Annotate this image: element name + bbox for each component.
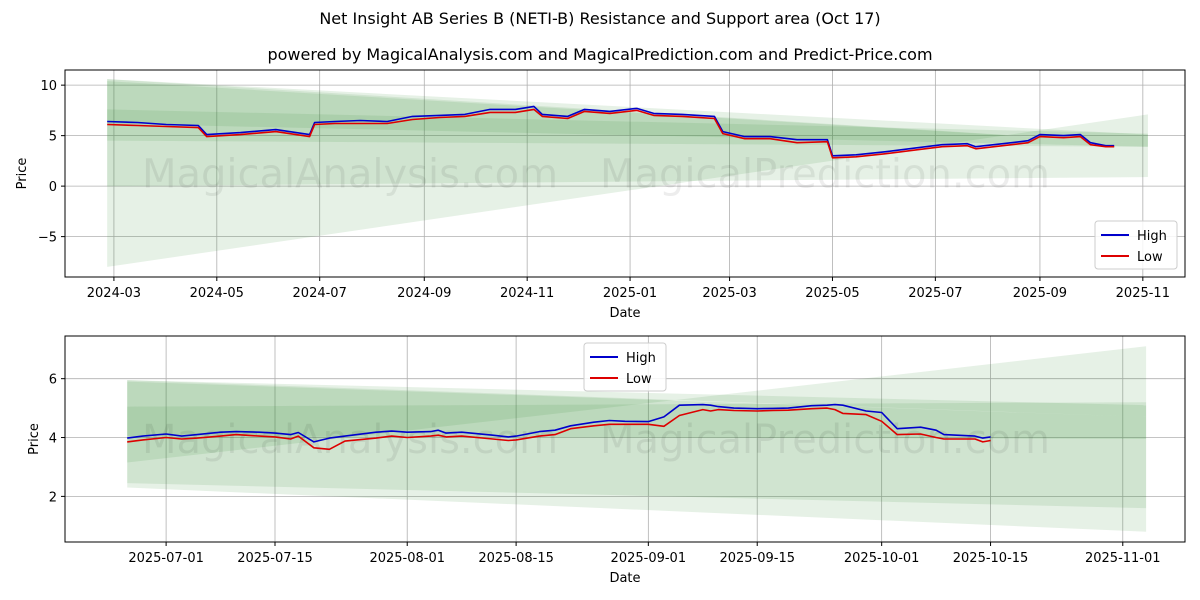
series-line-low: [107, 108, 1115, 159]
watermark-text: MagicalPrediction.com: [600, 417, 1050, 463]
x-tick-label: 2025-07-15: [237, 551, 313, 566]
resistance-support-band: [127, 380, 1147, 532]
x-axis-label: Date: [609, 306, 640, 321]
x-tick-label: 2025-03: [702, 286, 756, 301]
x-tick-label: 2025-08-01: [369, 551, 445, 566]
resistance-support-band: [107, 81, 1148, 147]
x-tick-label: 2025-11: [1116, 286, 1170, 301]
legend-label-low: Low: [1137, 250, 1163, 265]
x-tick-label: 2025-09-01: [611, 551, 687, 566]
x-tick-label: 2024-07: [293, 286, 347, 301]
plot-frame: [64, 69, 1186, 278]
chart-panel-recent: MagicalAnalysis.com MagicalPrediction.com…: [27, 335, 1186, 586]
x-tick-label: 2025-05: [805, 286, 859, 301]
chart-panel-full-history: MagicalAnalysis.com MagicalPrediction.com…: [15, 69, 1186, 321]
x-tick-label: 2025-09-15: [719, 551, 795, 566]
y-axis-label: Price: [27, 423, 42, 455]
x-tick-label: 2025-10-15: [953, 551, 1029, 566]
x-tick-label: 2025-01: [603, 286, 657, 301]
x-tick-label: 2024-09: [397, 286, 451, 301]
y-tick-label: −5: [38, 231, 57, 246]
resistance-support-band: [107, 79, 1148, 267]
x-tick-label: 2024-11: [500, 286, 554, 301]
legend: High Low: [1094, 220, 1178, 270]
resistance-support-band: [107, 79, 1148, 187]
x-axis-label: Date: [609, 571, 640, 586]
y-tick-label: 0: [49, 180, 57, 195]
chart-subtitle: powered by MagicalAnalysis.com and Magic…: [267, 45, 933, 64]
y-tick-label: 6: [49, 373, 57, 388]
series-line-low: [127, 407, 991, 451]
resistance-support-band: [127, 346, 1147, 463]
x-tick-label: 2025-11-01: [1085, 551, 1161, 566]
legend-label-low: Low: [626, 372, 652, 387]
y-tick-label: 10: [40, 79, 57, 94]
y-tick-label: 5: [49, 130, 57, 145]
series-line-high: [127, 403, 991, 443]
x-tick-label: 2025-08-15: [478, 551, 554, 566]
resistance-support-band: [127, 381, 1147, 509]
watermark-text: MagicalPrediction.com: [600, 152, 1050, 198]
x-tick-label: 2025-07-01: [128, 551, 204, 566]
x-tick-label: 2024-03: [87, 286, 141, 301]
plot-frame: [64, 335, 1186, 543]
x-tick-label: 2025-07: [908, 286, 962, 301]
x-tick-label: 2024-05: [190, 286, 244, 301]
watermark-text: MagicalAnalysis.com: [142, 152, 558, 198]
x-tick-label: 2025-10-01: [844, 551, 920, 566]
legend-label-high: High: [1137, 229, 1167, 244]
legend: High Low: [583, 342, 667, 392]
resistance-support-band: [107, 109, 1148, 147]
legend-label-high: High: [626, 351, 656, 366]
y-axis-label: Price: [15, 158, 30, 190]
y-tick-label: 2: [49, 490, 57, 505]
chart-title: Net Insight AB Series B (NETI-B) Resista…: [319, 9, 881, 28]
x-tick-label: 2025-09: [1013, 286, 1067, 301]
y-tick-label: 4: [49, 432, 57, 447]
